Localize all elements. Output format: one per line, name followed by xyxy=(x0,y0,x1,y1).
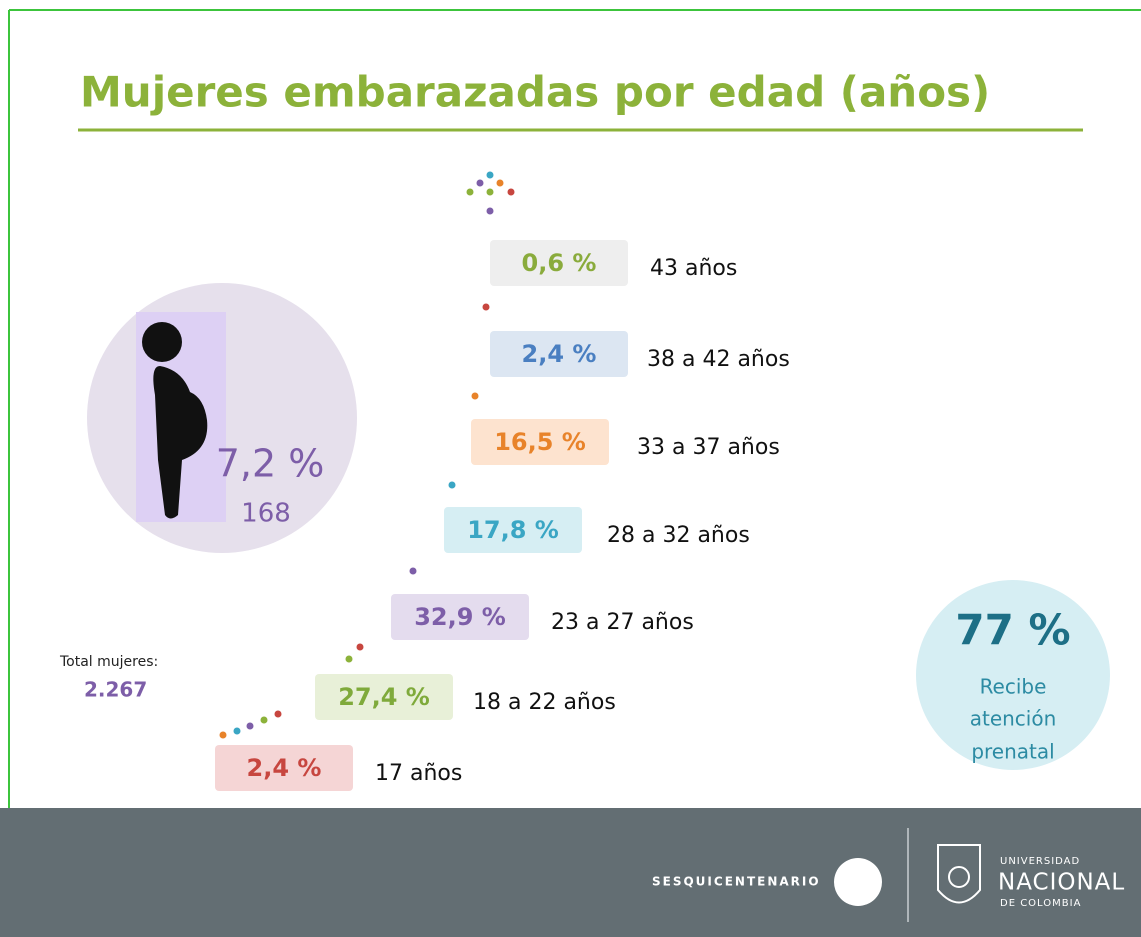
group-label: 23 a 27 años xyxy=(551,610,694,635)
sesqui-text: SESQUICENTENARIO xyxy=(652,875,821,889)
group-value: 2,4 % xyxy=(522,340,597,368)
group-value: 2,4 % xyxy=(247,754,322,782)
prenatal-line: Recibe xyxy=(980,675,1047,699)
group-label: 18 a 22 años xyxy=(473,690,616,715)
prenatal-circle xyxy=(916,580,1110,770)
prenatal-line: prenatal xyxy=(971,740,1054,764)
dots xyxy=(219,171,515,739)
group-label: 33 a 37 años xyxy=(637,435,780,460)
footer xyxy=(0,808,1141,937)
group-box xyxy=(315,674,453,720)
crest xyxy=(937,844,981,904)
pregnant-icon xyxy=(142,322,208,519)
group-box xyxy=(215,745,353,791)
group-box xyxy=(471,419,609,465)
group-box xyxy=(490,240,628,286)
uni-text: UNIVERSIDAD xyxy=(1000,856,1080,867)
highlight-value: 7,2 % xyxy=(216,442,325,486)
prenatal-line: atención xyxy=(970,707,1057,731)
group-box xyxy=(391,594,529,640)
group-label: 28 a 32 años xyxy=(607,523,750,548)
sesqui-logo xyxy=(834,858,882,906)
uni-text: NACIONAL xyxy=(998,870,1125,896)
title: Mujeres embarazadas por edad (años) xyxy=(80,68,990,117)
group-box xyxy=(490,331,628,377)
group-label: 17 años xyxy=(375,761,462,786)
group-value: 32,9 % xyxy=(414,603,506,631)
total-label: Total mujeres: xyxy=(59,654,158,670)
group-label: 43 años xyxy=(650,256,737,281)
highlight-count: 168 xyxy=(241,499,291,529)
group-value: 27,4 % xyxy=(338,683,430,711)
group-value: 17,8 % xyxy=(467,516,559,544)
group-label: 38 a 42 años xyxy=(647,347,790,372)
age-groups: 0,6 % 43 años 2,4 % 38 a 42 años 16,5 % 33 a … xyxy=(215,240,790,791)
group-value: 16,5 % xyxy=(494,428,586,456)
uni-text: DE COLOMBIA xyxy=(1000,898,1081,909)
total-value: 2.267 xyxy=(84,678,147,702)
group-value: 0,6 % xyxy=(522,249,597,277)
prenatal-value: 77 % xyxy=(955,606,1070,655)
group-box xyxy=(444,507,582,553)
